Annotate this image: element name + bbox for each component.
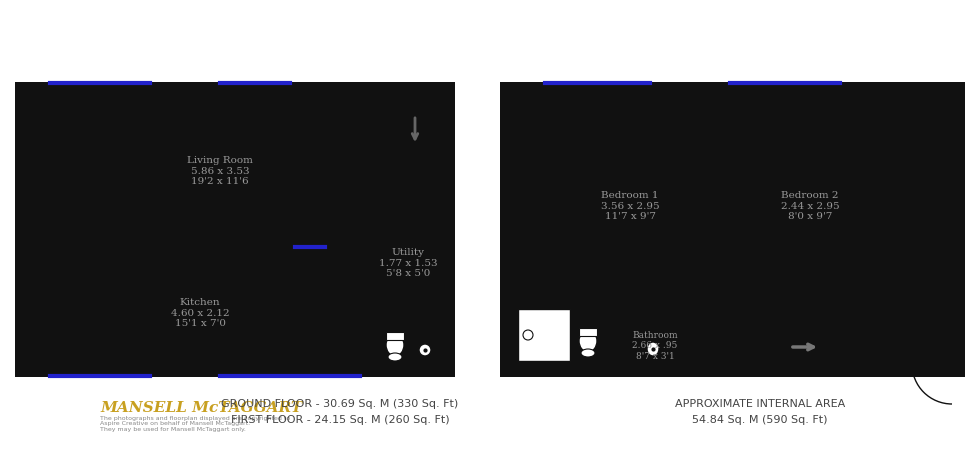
Bar	[758, 96, 913, 310]
Bar	[518, 309, 570, 361]
Bar	[303, 234, 316, 250]
Bar	[726, 309, 952, 364]
Text: Bathroom
2.66 x .95
8'7 x 3'1: Bathroom 2.66 x .95 8'7 x 3'1	[632, 330, 678, 360]
Ellipse shape	[581, 349, 595, 357]
Text: Bedroom 2
2.44 x 2.95
8'0 x 9'7: Bedroom 2 2.44 x 2.95 8'0 x 9'7	[781, 191, 839, 220]
Ellipse shape	[388, 353, 402, 361]
Bar	[28, 244, 365, 364]
Bar	[500, 83, 965, 377]
Bar	[365, 96, 445, 197]
Bar	[513, 96, 700, 299]
Text: The photographs and floorplan displayed are copyrighted to
Aspire Creative on be: The photographs and floorplan displayed …	[100, 415, 290, 431]
Bar	[513, 96, 713, 310]
Bar	[28, 210, 70, 264]
Ellipse shape	[647, 342, 659, 356]
Text: Bedroom 1
3.56 x 2.95
11'7 x 9'7: Bedroom 1 3.56 x 2.95 11'7 x 9'7	[601, 191, 660, 220]
Bar	[28, 103, 70, 167]
Text: MANSELL McTAGGART: MANSELL McTAGGART	[100, 400, 302, 414]
Bar	[365, 195, 445, 207]
Bar	[579, 328, 597, 336]
Bar	[500, 83, 530, 96]
Text: 54.84 Sq. M (590 Sq. Ft): 54.84 Sq. M (590 Sq. Ft)	[692, 414, 828, 424]
Ellipse shape	[386, 334, 404, 356]
Bar	[370, 95, 442, 197]
Bar	[726, 96, 952, 299]
Bar	[365, 83, 445, 96]
Text: Living Room
5.86 x 3.53
19'2 x 11'6: Living Room 5.86 x 3.53 19'2 x 11'6	[187, 156, 253, 186]
Bar	[386, 332, 404, 340]
Bar	[500, 161, 555, 245]
Text: GROUND FLOOR - 30.69 Sq. M (330 Sq. Ft): GROUND FLOOR - 30.69 Sq. M (330 Sq. Ft)	[221, 398, 459, 408]
Text: Utility
1.77 x 1.53
5'8 x 5'0: Utility 1.77 x 1.53 5'8 x 5'0	[378, 248, 437, 277]
Bar	[15, 185, 71, 249]
Bar	[28, 238, 306, 250]
Text: FIRST FLOOR - 24.15 Sq. M (260 Sq. Ft): FIRST FLOOR - 24.15 Sq. M (260 Sq. Ft)	[230, 414, 449, 424]
Bar	[370, 274, 442, 364]
Bar	[15, 83, 455, 377]
Ellipse shape	[579, 330, 597, 352]
Bar	[513, 296, 668, 309]
Bar	[935, 83, 965, 96]
Bar	[28, 96, 365, 248]
Bar	[513, 309, 668, 364]
Text: Kitchen
4.60 x 2.12
15'1 x 7'0: Kitchen 4.60 x 2.12 15'1 x 7'0	[171, 298, 229, 327]
Bar	[513, 296, 700, 309]
Ellipse shape	[419, 344, 431, 356]
Bar	[365, 101, 378, 364]
Text: APPROXIMATE INTERNAL AREA: APPROXIMATE INTERNAL AREA	[675, 398, 845, 408]
Bar	[713, 96, 726, 309]
Bar	[15, 96, 71, 166]
Bar	[513, 309, 568, 364]
